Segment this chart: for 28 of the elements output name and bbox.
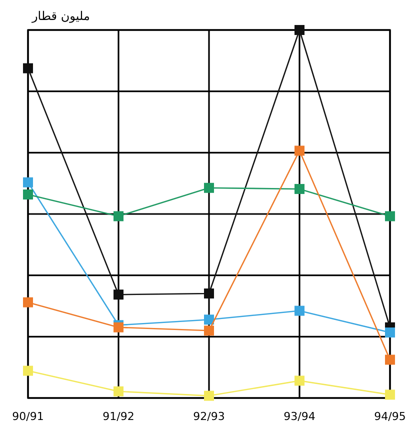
point bbox=[294, 376, 304, 386]
point bbox=[204, 314, 214, 325]
xtick: 93/94 bbox=[284, 410, 316, 423]
point bbox=[294, 306, 304, 316]
point bbox=[23, 189, 33, 200]
point bbox=[385, 354, 395, 365]
point bbox=[23, 297, 33, 308]
point bbox=[385, 211, 395, 222]
point bbox=[114, 386, 124, 396]
point bbox=[385, 390, 395, 400]
xtick: 91/92 bbox=[102, 410, 134, 423]
point bbox=[23, 63, 33, 74]
ylabel: مليون قطار bbox=[32, 9, 90, 23]
point bbox=[385, 327, 395, 338]
point bbox=[114, 211, 124, 222]
point bbox=[204, 288, 214, 298]
xtick: 94/95 bbox=[374, 410, 406, 423]
point bbox=[294, 184, 304, 194]
point bbox=[294, 146, 304, 156]
point bbox=[204, 182, 214, 193]
point bbox=[23, 366, 33, 376]
xtick: 92/93 bbox=[193, 410, 225, 423]
point bbox=[294, 25, 304, 35]
point bbox=[114, 290, 124, 300]
point bbox=[204, 326, 214, 336]
point bbox=[23, 177, 33, 188]
point bbox=[204, 390, 214, 401]
xtick: 90/91 bbox=[12, 410, 44, 423]
